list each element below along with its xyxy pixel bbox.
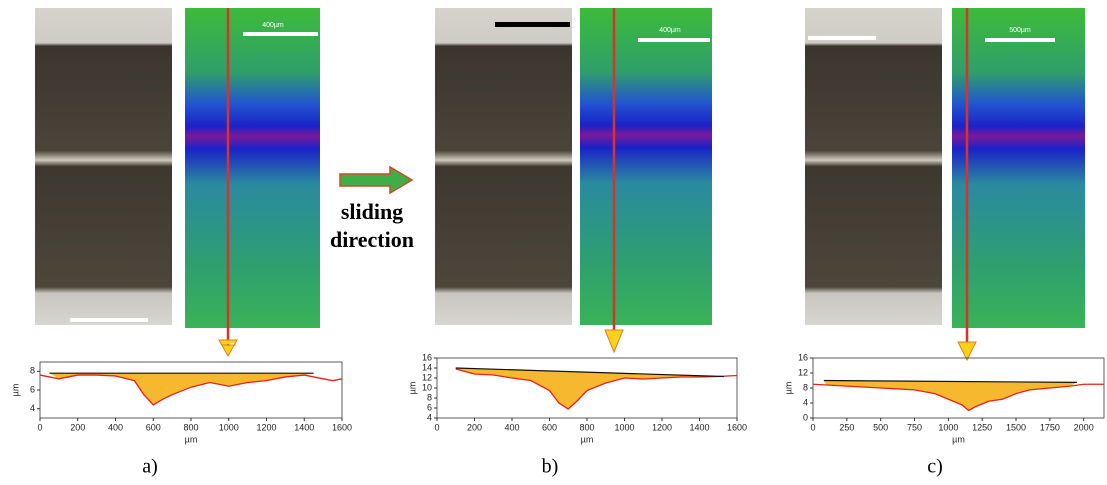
panel-label: b) [542, 456, 559, 478]
x-tick-label: 750 [907, 422, 922, 432]
x-axis-label: µm [581, 434, 594, 444]
wear-area [823, 380, 1077, 411]
x-tick-label: 0 [37, 422, 42, 432]
x-axis-label: µm [185, 434, 198, 444]
profilometry-image [952, 8, 1085, 328]
arrow-label: sliding direction [330, 199, 414, 252]
x-tick-label: 400 [108, 422, 123, 432]
y-tick-label: 16 [798, 352, 808, 362]
x-tick-label: 0 [810, 422, 815, 432]
scale-bar [985, 38, 1055, 42]
y-tick-label: 12 [422, 372, 432, 382]
y-axis-label: µm [783, 382, 793, 395]
profile-line [455, 368, 738, 410]
x-tick-label: 1000 [614, 422, 634, 432]
x-tick-label: 600 [146, 422, 161, 432]
y-tick-label: 4 [803, 397, 808, 407]
x-tick-label: 1600 [332, 422, 352, 432]
x-tick-label: 1200 [256, 422, 276, 432]
x-tick-label: 1600 [727, 422, 747, 432]
y-tick-label: 10 [422, 382, 432, 392]
scale-bar [638, 38, 710, 42]
y-tick-label: 14 [422, 362, 432, 372]
y-tick-label: 6 [30, 384, 35, 394]
panel-label: a) [142, 456, 158, 478]
profile-chart: 0 200 400 600 800 1000 1200 1400 1600 46810121416… [407, 352, 747, 444]
y-tick-label: 0 [803, 412, 808, 422]
profilometry-image [580, 8, 712, 325]
y-tick-label: 12 [798, 367, 808, 377]
scale-bar [495, 22, 570, 27]
x-tick-label: 1000 [938, 422, 958, 432]
profile-chart: 0 200 400 600 800 1000 1200 1400 1600 4 6 8 µm µm [10, 361, 352, 444]
x-tick-label: 250 [839, 422, 854, 432]
y-tick-label: 6 [427, 402, 432, 412]
x-tick-label: 800 [183, 422, 198, 432]
optical-image [435, 8, 572, 325]
down-arrow [218, 339, 238, 358]
y-tick-label: 8 [427, 392, 432, 402]
down-arrow [604, 329, 624, 354]
y-axis-label: µm [407, 382, 417, 395]
sliding-arrow [339, 165, 414, 195]
profile-line [812, 383, 1104, 412]
y-tick-label: 4 [427, 412, 432, 422]
scale-bar [243, 32, 318, 36]
x-tick-label: 1250 [972, 422, 992, 432]
panel-label: c) [927, 456, 943, 478]
micrographs [35, 8, 1085, 362]
x-tick-label: 800 [579, 422, 594, 432]
optical-image [805, 8, 942, 325]
profile-line [39, 374, 343, 406]
x-tick-label: 400 [504, 422, 519, 432]
x-tick-label: 200 [467, 422, 482, 432]
y-tick-label: 16 [422, 352, 432, 362]
scale-bar [70, 318, 148, 322]
profilometry-image [185, 8, 320, 328]
x-tick-label: 1000 [219, 422, 239, 432]
scale-label: 400µm [659, 27, 681, 34]
scale-bar [808, 36, 876, 40]
x-tick-label: 1500 [1006, 422, 1026, 432]
scale-label: 400µm [262, 22, 284, 29]
x-tick-label: 1750 [1040, 422, 1060, 432]
wear-area [49, 373, 314, 405]
x-tick-label: 1400 [294, 422, 314, 432]
x-tick-label: 2000 [1074, 422, 1094, 432]
down-arrow [957, 341, 977, 362]
x-tick-label: 1400 [689, 422, 709, 432]
profile-chart: 0 250 500 750 1000 1250 1500 1750 2000 0 4 8 12 16 µm µ… [783, 352, 1105, 444]
x-tick-label: 500 [873, 422, 888, 432]
optical-image [35, 8, 172, 325]
reference-line [823, 379, 1077, 383]
y-tick-label: 4 [30, 403, 35, 413]
plot-frame [39, 361, 343, 419]
y-axis-label: µm [10, 384, 20, 397]
y-tick-label: 8 [30, 366, 35, 376]
x-tick-label: 1200 [652, 422, 672, 432]
wear-area [455, 368, 724, 409]
scale-label: 500µm [1009, 27, 1031, 34]
x-axis-label: µm [952, 434, 965, 444]
x-tick-label: 200 [70, 422, 85, 432]
y-tick-label: 8 [803, 382, 808, 392]
x-tick-label: 0 [434, 422, 439, 432]
x-tick-label: 600 [542, 422, 557, 432]
reference-line [455, 367, 724, 378]
